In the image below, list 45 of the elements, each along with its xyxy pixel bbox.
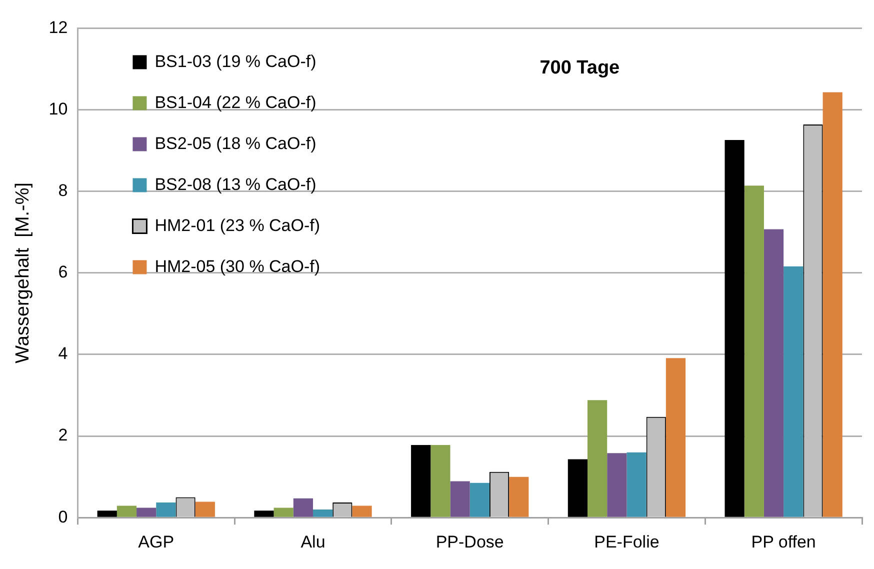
bar bbox=[293, 498, 313, 517]
bar bbox=[116, 506, 137, 517]
bar bbox=[724, 140, 744, 517]
legend-label: BS2-05 (18 % CaO-f) bbox=[154, 134, 316, 153]
bar bbox=[626, 452, 646, 517]
y-tick-label: 12 bbox=[48, 18, 68, 37]
bar bbox=[744, 186, 764, 517]
x-tick-label: AGP bbox=[138, 532, 174, 552]
bar bbox=[784, 266, 804, 517]
bar bbox=[588, 400, 608, 517]
y-axis-title: Wassergehalt [M.-%] bbox=[12, 182, 34, 364]
bar bbox=[607, 453, 627, 517]
x-tick-label: PP-Dose bbox=[436, 532, 504, 552]
bar bbox=[352, 506, 372, 517]
legend-label: BS1-04 (22 % CaO-f) bbox=[154, 92, 316, 112]
bar bbox=[411, 445, 431, 517]
bar bbox=[195, 502, 215, 517]
bar bbox=[822, 92, 842, 517]
legend-label: BS2-08 (13 % CaO-f) bbox=[154, 174, 316, 194]
y-tick-label: 0 bbox=[58, 507, 68, 526]
bar bbox=[764, 229, 784, 517]
x-tick-label: Alu bbox=[300, 532, 326, 552]
x-tick-label: PE-Folie bbox=[594, 532, 660, 552]
legend-label: HM2-01 (23 % CaO-f) bbox=[154, 216, 320, 235]
bar bbox=[666, 358, 686, 517]
bar bbox=[470, 482, 490, 517]
bar bbox=[450, 481, 470, 517]
bar bbox=[156, 502, 176, 517]
legend-label: HM2-05 (30 % CaO-f) bbox=[154, 256, 320, 276]
text: 700 Tage bbox=[540, 57, 620, 78]
y-tick-label: 2 bbox=[58, 426, 68, 445]
bar bbox=[97, 510, 117, 517]
y-tick-label: 4 bbox=[58, 344, 68, 364]
y-tick-label: 8 bbox=[58, 181, 68, 200]
bar bbox=[509, 476, 529, 517]
y-tick-label: 10 bbox=[48, 99, 68, 118]
bar bbox=[254, 510, 274, 517]
x-tick-label: PP offen bbox=[751, 532, 816, 552]
legend-label: BS1-03 (19 % CaO-f) bbox=[154, 52, 316, 71]
bar bbox=[274, 508, 294, 517]
bar bbox=[136, 508, 156, 517]
bar bbox=[312, 509, 333, 517]
bar bbox=[430, 445, 450, 517]
bar bbox=[568, 459, 588, 517]
y-tick-label: 6 bbox=[58, 262, 68, 282]
